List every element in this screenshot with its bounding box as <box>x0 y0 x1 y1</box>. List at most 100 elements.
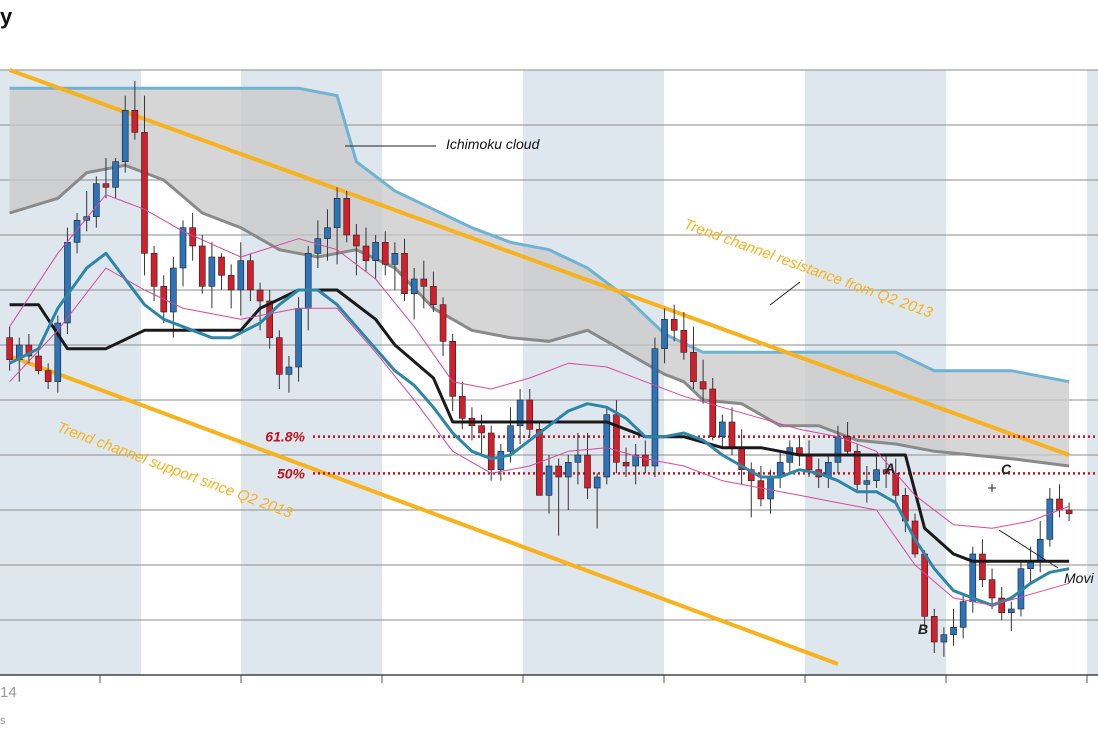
candle-body-down <box>247 260 254 291</box>
resistance-leader-line <box>769 281 801 306</box>
candle-body-up <box>304 253 312 309</box>
candle-body-down <box>979 553 986 580</box>
candle <box>131 81 139 140</box>
candle-body-down <box>401 253 408 294</box>
candle-body-down <box>141 132 148 254</box>
candle-body-down <box>892 473 900 496</box>
bollinger_upper-line <box>9 194 1070 529</box>
candle-body-up <box>1008 608 1015 613</box>
candle <box>44 363 52 389</box>
candle-body-down <box>227 275 235 291</box>
candle-body-down <box>584 454 591 489</box>
candle <box>709 378 717 441</box>
candle <box>959 594 967 639</box>
candle <box>776 451 784 488</box>
candle <box>930 609 938 653</box>
candle <box>333 187 341 265</box>
candle <box>516 389 524 444</box>
candle-body-up <box>950 627 957 635</box>
candle <box>622 447 630 477</box>
candle-body-up <box>64 242 71 324</box>
tenkan-line <box>8 251 1070 607</box>
candle <box>979 539 986 587</box>
candle <box>353 224 360 276</box>
candle <box>786 440 794 474</box>
candle-body-up <box>410 278 418 294</box>
candle-body-up <box>661 319 668 349</box>
candle <box>112 158 119 199</box>
candle <box>661 308 668 364</box>
candle-body-down <box>613 414 620 463</box>
candle-body-down <box>805 454 813 470</box>
candle <box>651 337 659 477</box>
candle-body-up <box>959 601 967 628</box>
candle-body-up <box>516 399 524 426</box>
candle-body-down <box>747 469 755 481</box>
candle-body-down <box>381 242 389 265</box>
candle <box>208 242 216 309</box>
candle <box>439 297 447 356</box>
candle-body-down <box>353 234 360 247</box>
fib-level-label: 50% <box>277 465 306 481</box>
candle-body-up <box>324 227 331 239</box>
cloud-label: Ichimoku cloud <box>446 136 541 152</box>
candle-body-down <box>670 319 678 331</box>
candle-body-down <box>882 469 890 474</box>
candle-body-up <box>873 469 880 481</box>
candle <box>1008 601 1015 631</box>
candle-body-down <box>699 381 707 390</box>
candle <box>526 389 534 437</box>
candle <box>690 326 697 389</box>
candle-body-up <box>314 238 322 254</box>
candle <box>468 407 476 441</box>
candle-body-down <box>844 436 851 452</box>
candle <box>940 627 948 657</box>
candle-body-down <box>487 432 495 470</box>
candle <box>882 455 890 488</box>
trend-channels <box>8 68 1070 666</box>
candle-body-up <box>179 227 187 269</box>
candle-body-up <box>719 421 726 437</box>
candle <box>757 466 765 507</box>
candle <box>247 253 254 301</box>
candle <box>121 95 129 173</box>
candle-body-up <box>333 198 341 228</box>
candle <box>487 425 495 481</box>
candle-body-down <box>930 616 938 643</box>
candle-body-up <box>574 454 582 463</box>
candle <box>381 231 389 276</box>
candle <box>410 268 418 320</box>
date-fragment: 14 <box>0 684 17 701</box>
candle <box>54 315 62 393</box>
cloud-span-b <box>9 86 1070 384</box>
candle <box>921 550 928 628</box>
candle-body-up <box>651 348 659 467</box>
candle-body-up <box>593 476 601 489</box>
candle-body-down <box>131 110 139 133</box>
candle-body-up <box>767 476 774 500</box>
candle <box>564 455 572 510</box>
candle <box>555 458 562 536</box>
candle-body-down <box>343 198 351 236</box>
candle <box>362 227 370 272</box>
bollinger_lower-line <box>9 267 1070 606</box>
candle-body-down <box>1056 498 1063 511</box>
candle <box>844 422 851 455</box>
candle-body-up <box>170 267 177 313</box>
candle-body-up <box>603 414 611 478</box>
candle-body-down <box>150 253 158 287</box>
candle-body-up <box>285 366 293 375</box>
candle <box>420 260 428 309</box>
candle-body-up <box>1046 498 1054 540</box>
candle-body-down <box>690 352 697 382</box>
candle <box>237 242 245 316</box>
candle-body-down <box>218 256 225 276</box>
candle-body-up <box>372 242 379 261</box>
candle <box>150 246 158 301</box>
candle-body-down <box>622 462 630 467</box>
indicator-lines <box>8 194 1070 607</box>
candle <box>574 433 582 485</box>
source-fragment: s <box>0 715 6 727</box>
fibonacci-levels: 61.8% 50% <box>265 429 1098 481</box>
